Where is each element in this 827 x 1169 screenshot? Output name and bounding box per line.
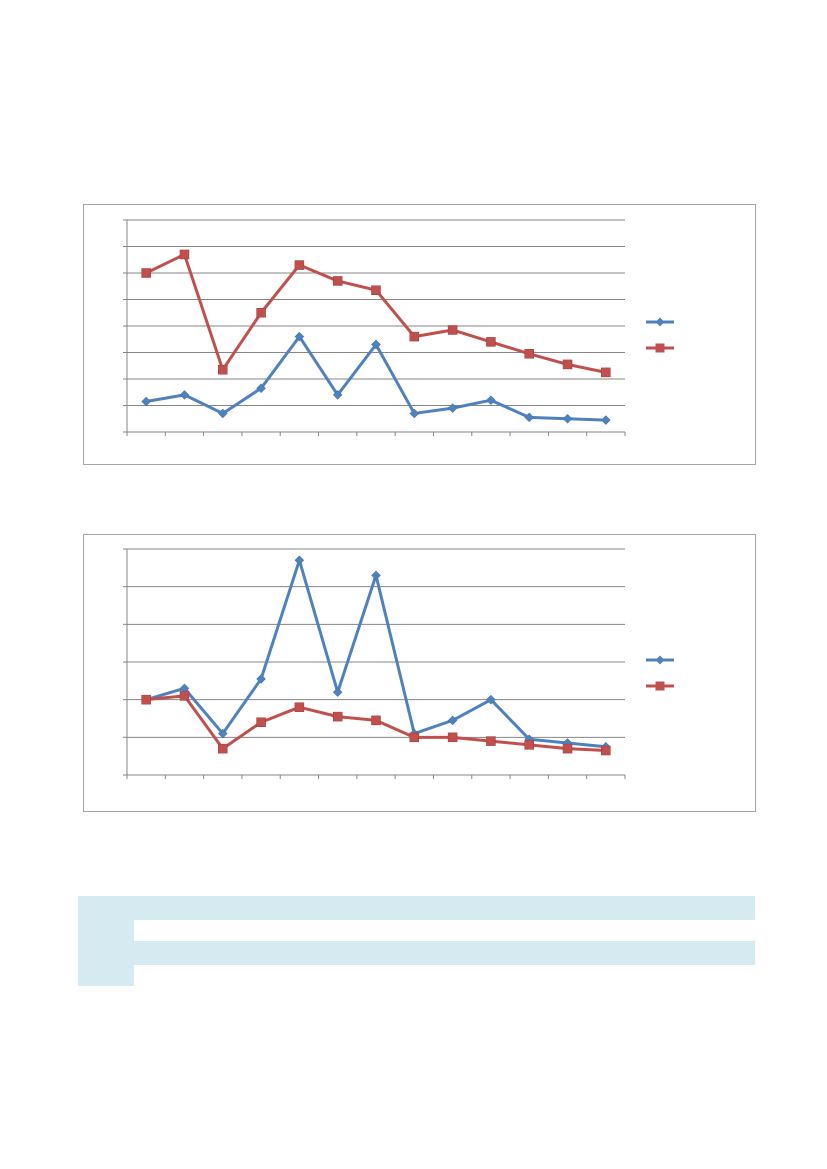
- series-2-point: [179, 691, 190, 701]
- legend-series-2-marker: [655, 681, 665, 691]
- series-2-point: [256, 717, 266, 728]
- legend-series-1-marker: [655, 655, 665, 665]
- series-1-point: [332, 390, 343, 400]
- series-2-point: [486, 337, 496, 347]
- series-1-point: [294, 331, 305, 342]
- series-1-point: [524, 412, 535, 423]
- chart-2-frame: [83, 534, 756, 812]
- series-1-point: [256, 383, 266, 394]
- table-row: [78, 965, 755, 986]
- series-2-point: [447, 732, 458, 743]
- series-2-point: [141, 268, 151, 278]
- series-1-point: [409, 408, 420, 419]
- series-1-point: [217, 728, 228, 739]
- chart-1-svg: [123, 219, 674, 436]
- series-2-point: [524, 349, 534, 359]
- series-2-point: [141, 694, 151, 705]
- series-2-line: [145, 252, 607, 374]
- series-1-point: [256, 674, 266, 684]
- table-row: [78, 896, 755, 920]
- series-2-point: [256, 308, 266, 318]
- data-table: [78, 874, 755, 986]
- series-1-point: [486, 395, 496, 406]
- series-1-point: [371, 339, 381, 350]
- series-1-point: [294, 555, 305, 566]
- table-header-row: [78, 874, 755, 896]
- series-1-point: [562, 413, 573, 424]
- series-2-point: [409, 331, 420, 342]
- series-1-point: [332, 687, 343, 697]
- series-2-point: [371, 285, 381, 295]
- series-2-point: [447, 325, 458, 335]
- series-2-point: [294, 702, 305, 712]
- series-2-point: [562, 743, 573, 754]
- series-1-point: [371, 570, 381, 581]
- series-2-point: [524, 740, 534, 750]
- series-1-point: [179, 390, 190, 400]
- legend-series-2-marker: [655, 343, 665, 353]
- series-2-point: [218, 364, 228, 375]
- series-2-point: [294, 260, 305, 270]
- series-1-point: [447, 403, 458, 414]
- series-1-point: [217, 408, 228, 419]
- series-1-point: [600, 415, 611, 425]
- series-2-point: [601, 745, 611, 756]
- legend-series-1-marker: [655, 317, 665, 327]
- series-2-point: [179, 249, 190, 260]
- chart-1-frame: [83, 204, 756, 465]
- chart-2-svg: [123, 548, 674, 779]
- series-1-point: [141, 396, 152, 407]
- series-2-point: [371, 715, 381, 726]
- series-2-point: [332, 711, 343, 722]
- series-2-point: [486, 736, 496, 746]
- series-1-point: [486, 694, 496, 705]
- series-2-point: [332, 276, 343, 286]
- series-1-point: [447, 715, 458, 726]
- series-2-point: [218, 743, 228, 754]
- series-2-point: [409, 732, 420, 743]
- data-table-wrapper: [78, 874, 755, 986]
- table-row: [78, 941, 755, 965]
- series-2-point: [562, 359, 573, 370]
- table-row: [78, 920, 755, 941]
- series-2-point: [601, 367, 611, 378]
